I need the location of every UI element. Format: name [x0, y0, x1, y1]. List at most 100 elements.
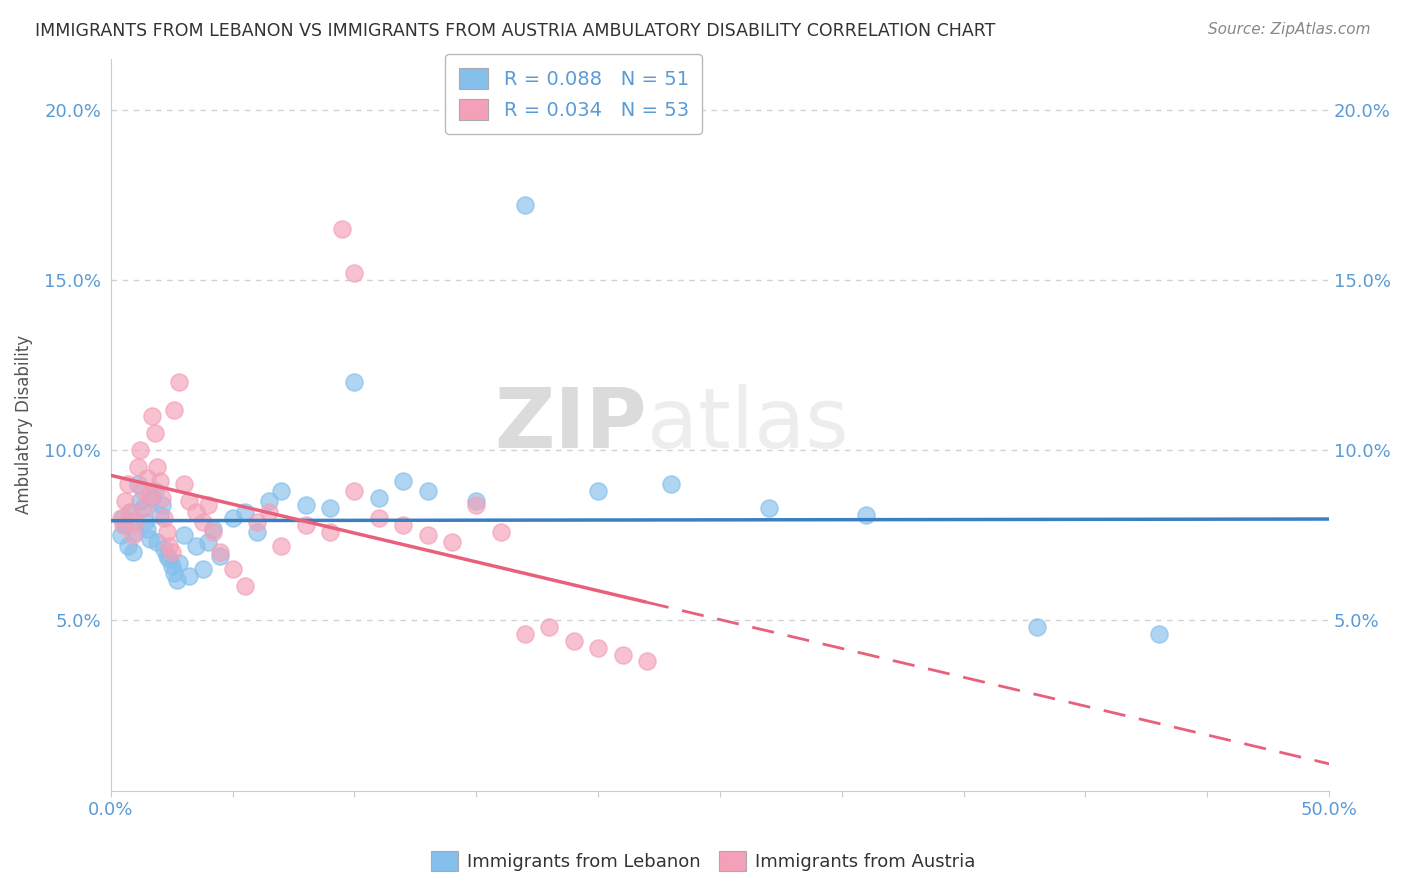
Point — [416, 484, 439, 499]
Point — [160, 559, 183, 574]
Point — [221, 511, 243, 525]
Point — [233, 505, 256, 519]
Point — [166, 573, 188, 587]
Point — [392, 474, 415, 488]
Point — [294, 498, 316, 512]
Point — [184, 505, 207, 519]
Point — [139, 488, 162, 502]
Point — [129, 494, 152, 508]
Point — [202, 524, 225, 539]
Point — [562, 634, 585, 648]
Point — [114, 518, 136, 533]
Text: IMMIGRANTS FROM LEBANON VS IMMIGRANTS FROM AUSTRIA AMBULATORY DISABILITY CORRELA: IMMIGRANTS FROM LEBANON VS IMMIGRANTS FR… — [35, 22, 995, 40]
Point — [612, 648, 634, 662]
Point — [367, 511, 389, 525]
Point — [257, 494, 280, 508]
Point — [193, 515, 215, 529]
Point — [330, 222, 353, 236]
Point — [538, 620, 561, 634]
Point — [134, 501, 156, 516]
Point — [343, 484, 366, 499]
Point — [146, 460, 169, 475]
Point — [111, 511, 134, 525]
Point — [110, 528, 132, 542]
Text: Source: ZipAtlas.com: Source: ZipAtlas.com — [1208, 22, 1371, 37]
Point — [153, 542, 176, 557]
Point — [124, 524, 146, 539]
Point — [120, 505, 142, 519]
Point — [121, 545, 143, 559]
Point — [124, 515, 146, 529]
Point — [110, 511, 132, 525]
Point — [177, 494, 200, 508]
Point — [121, 528, 143, 542]
Point — [117, 477, 139, 491]
Point — [270, 484, 292, 499]
Point — [150, 498, 173, 512]
Point — [246, 515, 269, 529]
Point — [120, 505, 142, 519]
Point — [177, 569, 200, 583]
Point — [465, 498, 488, 512]
Legend: Immigrants from Lebanon, Immigrants from Austria: Immigrants from Lebanon, Immigrants from… — [423, 844, 983, 879]
Point — [136, 522, 159, 536]
Point — [1147, 627, 1170, 641]
Point — [440, 535, 463, 549]
Point — [294, 518, 316, 533]
Point — [392, 518, 415, 533]
Point — [246, 524, 269, 539]
Point — [513, 627, 536, 641]
Point — [160, 545, 183, 559]
Point — [173, 528, 195, 542]
Point — [221, 562, 243, 576]
Point — [465, 494, 488, 508]
Point — [156, 524, 179, 539]
Point — [167, 376, 190, 390]
Point — [343, 376, 366, 390]
Point — [209, 545, 232, 559]
Point — [129, 443, 152, 458]
Point — [111, 518, 134, 533]
Point — [489, 524, 512, 539]
Point — [157, 552, 180, 566]
Point — [167, 556, 190, 570]
Point — [270, 539, 292, 553]
Point — [197, 535, 219, 549]
Point — [127, 477, 149, 491]
Point — [150, 491, 173, 505]
Point — [184, 539, 207, 553]
Point — [202, 522, 225, 536]
Point — [148, 508, 170, 522]
Point — [319, 501, 342, 516]
Point — [141, 491, 163, 505]
Point — [134, 515, 156, 529]
Point — [257, 505, 280, 519]
Point — [143, 484, 166, 499]
Point — [319, 524, 342, 539]
Point — [146, 535, 169, 549]
Point — [131, 484, 153, 499]
Point — [143, 426, 166, 441]
Point — [117, 539, 139, 553]
Point — [141, 409, 163, 424]
Point — [156, 549, 179, 563]
Point — [367, 491, 389, 505]
Point — [513, 198, 536, 212]
Y-axis label: Ambulatory Disability: Ambulatory Disability — [15, 335, 32, 515]
Point — [163, 402, 186, 417]
Point — [173, 477, 195, 491]
Point — [157, 539, 180, 553]
Point — [1025, 620, 1047, 634]
Point — [153, 511, 176, 525]
Point — [197, 498, 219, 512]
Point — [163, 566, 186, 580]
Point — [636, 654, 658, 668]
Point — [114, 494, 136, 508]
Point — [586, 484, 609, 499]
Point — [233, 579, 256, 593]
Point — [758, 501, 780, 516]
Point — [193, 562, 215, 576]
Point — [343, 267, 366, 281]
Point — [855, 508, 877, 522]
Text: atlas: atlas — [647, 384, 849, 466]
